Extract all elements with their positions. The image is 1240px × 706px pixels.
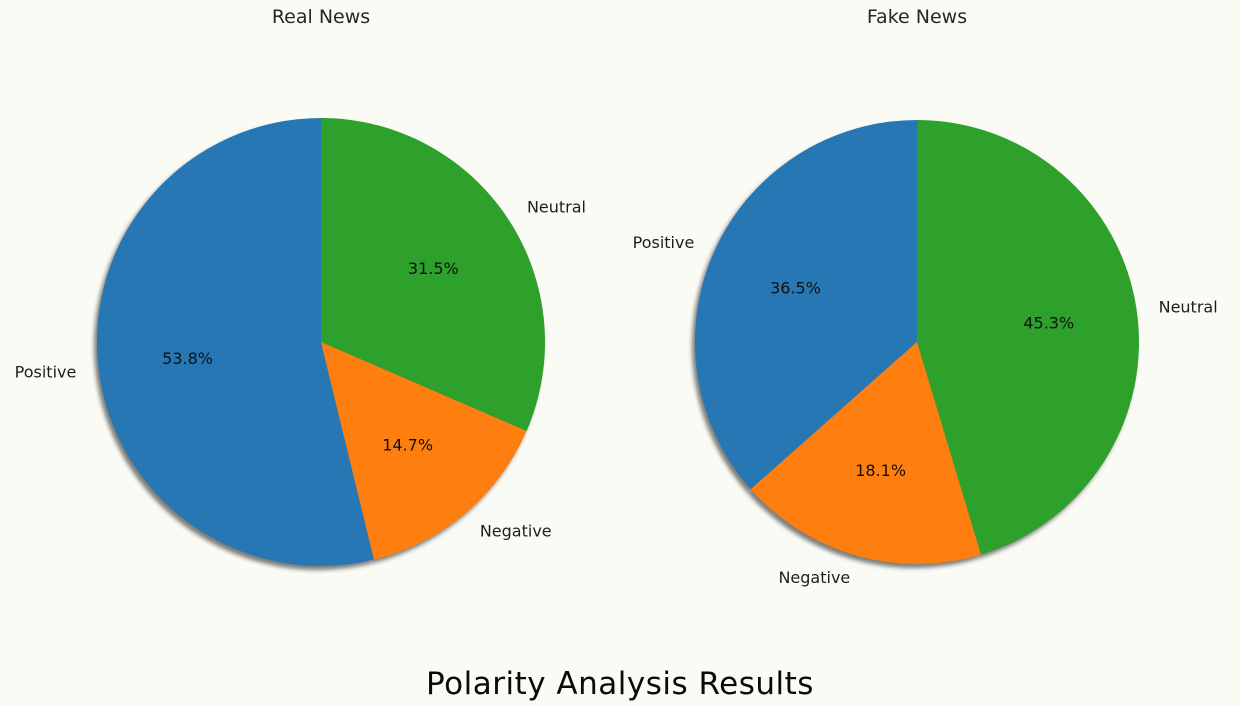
category-label-neutral: Neutral [527,198,586,217]
category-label-negative: Negative [480,521,552,540]
chart-title: Real News [272,6,370,28]
slice-neutral [917,120,1139,555]
pie-chart-real-news: Real News 53.8% Positive 14.7% Negative 31.5%… [15,6,586,570]
slice-negative [321,342,527,560]
percent-label-neutral: 45.3% [1023,314,1074,333]
percent-label-negative: 18.1% [855,461,906,480]
slice-positive [97,118,374,566]
percent-label-neutral: 31.5% [408,259,459,278]
percent-label-negative: 14.7% [382,436,433,455]
category-label-positive: Positive [15,362,77,381]
chart-title: Fake News [867,6,967,28]
percent-label-positive: 36.5% [770,278,821,297]
pie-chart-fake-news: Fake News 36.5% Positive 18.1% Negative 45.3%… [633,6,1218,587]
slice-neutral [321,118,546,431]
category-label-neutral: Neutral [1159,297,1218,316]
category-label-positive: Positive [633,233,695,252]
percent-label-positive: 53.8% [162,349,213,368]
category-label-negative: Negative [778,568,850,587]
slice-positive [695,120,917,490]
page-caption: Polarity Analysis Results [426,666,814,702]
slice-negative [750,342,981,564]
